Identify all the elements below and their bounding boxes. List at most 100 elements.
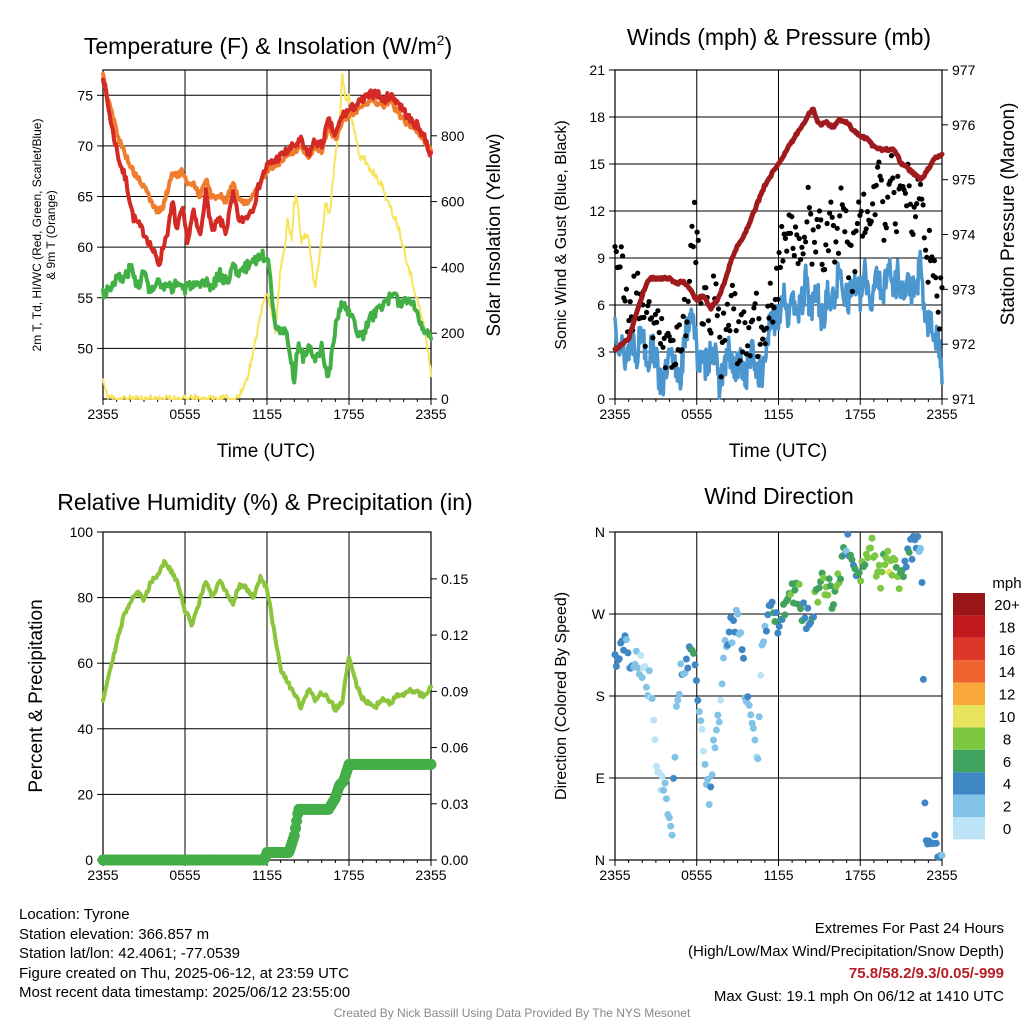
gust-point <box>670 337 676 343</box>
gust-point <box>828 199 834 205</box>
wind-direction-ytick-label-left: N <box>595 852 605 868</box>
wind-direction-point <box>795 580 803 588</box>
wind-direction-point <box>781 611 789 619</box>
gust-point <box>800 251 806 257</box>
winds-xtick-label: 0555 <box>681 406 712 422</box>
gust-point <box>843 208 849 214</box>
pressure-y-axis-label-right: Station Pressure (Maroon) <box>998 103 1019 326</box>
humidity-ytick-label-left: 0 <box>85 852 93 868</box>
winds-xtick-label: 1755 <box>845 406 876 422</box>
gust-point <box>620 253 626 259</box>
gust-point <box>714 313 720 319</box>
gust-point <box>718 374 724 380</box>
gust-point <box>708 330 714 336</box>
gust-point <box>775 296 781 302</box>
extremes-info: Extremes For Past 24 Hours (High/Low/Max… <box>688 918 1004 1008</box>
extremes-values: 75.8/58.2/9.3/0.05/-999 <box>848 965 1004 982</box>
gust-point <box>846 275 852 281</box>
gust-point <box>825 248 832 254</box>
wind-direction-point <box>764 611 772 619</box>
gust-point <box>810 227 816 233</box>
station-location: Location: Tyrone <box>19 906 130 923</box>
wind-direction-point <box>691 661 699 669</box>
wind-direction-point <box>662 795 670 803</box>
wind-direction-point <box>757 671 765 679</box>
wind-direction-point <box>645 667 653 675</box>
wind-direction-point <box>744 693 752 701</box>
wind-speed-legend-label: 2 <box>1003 799 1011 816</box>
wind-direction-point <box>672 702 680 710</box>
wind-direction-point <box>750 724 757 732</box>
wind-direction-point <box>908 555 916 563</box>
gust-point <box>721 310 727 316</box>
gust-point <box>853 228 859 234</box>
wind-direction-point <box>834 570 842 578</box>
figure-created: Figure created on Thu, 2025-06-12, at 23… <box>19 964 349 982</box>
temperature-xtick-label: 2355 <box>87 406 118 422</box>
humidity-xtick-label: 1755 <box>333 867 364 883</box>
wind-speed-legend-swatch <box>953 593 985 616</box>
gust-point <box>722 337 728 343</box>
gust-point <box>760 336 766 342</box>
credit-line: Created By Nick Bassill Using Data Provi… <box>333 1006 691 1020</box>
gust-point <box>642 343 648 349</box>
wind-direction-point <box>868 534 876 542</box>
wind-direction-point <box>771 618 779 625</box>
wind-speed-legend-swatch <box>953 817 985 840</box>
gust-point <box>936 326 943 332</box>
wind-direction-point <box>675 690 683 698</box>
wind-direction-point <box>844 530 852 538</box>
wind-speed-legend-swatch <box>953 637 985 661</box>
humidity-y-axis-label-left: Percent & Precipitation <box>26 599 47 792</box>
wind-direction-xtick-label: 1155 <box>763 867 793 883</box>
temperature-panel-title: Temperature (F) & Insolation (W/m2) <box>84 32 452 59</box>
gust-point <box>827 210 833 216</box>
winds-ytick-label-left: 12 <box>589 203 605 219</box>
gust-point <box>878 177 885 183</box>
gust-point <box>885 194 891 200</box>
gust-point <box>872 212 878 218</box>
gust-point <box>784 248 790 254</box>
gust-point <box>837 213 843 219</box>
wind-direction-point <box>611 651 619 659</box>
gust-point <box>929 254 935 260</box>
temperature-xtick-label: 0555 <box>169 406 200 422</box>
gust-point <box>771 305 777 311</box>
gust-point <box>686 278 693 284</box>
gust-point <box>804 219 810 225</box>
gust-point <box>934 293 940 299</box>
wind-direction-point <box>917 545 925 552</box>
gust-point <box>883 225 890 231</box>
wind-direction-point <box>931 831 939 839</box>
gust-point <box>801 234 808 240</box>
gust-point <box>627 299 633 305</box>
wind-direction-point <box>715 718 723 726</box>
wind-speed-legend-label: 16 <box>999 642 1016 659</box>
wind-direction-point <box>622 636 630 644</box>
temperature-x-axis-label: Time (UTC) <box>217 441 316 462</box>
gust-point <box>819 261 825 267</box>
gust-point <box>655 308 661 314</box>
wind-direction-point <box>701 760 709 768</box>
gust-point <box>830 222 837 229</box>
gust-point <box>796 235 802 242</box>
wind-direction-point <box>648 695 656 702</box>
temperature-ytick-label-left: 50 <box>77 340 93 356</box>
gust-point <box>685 298 691 304</box>
winds-ytick-label-left: 9 <box>597 250 605 266</box>
wind-direction-xtick-label: 0555 <box>681 867 712 883</box>
gust-point <box>753 290 760 296</box>
gust-point <box>816 208 823 214</box>
gust-point <box>849 288 856 295</box>
gust-point <box>742 320 748 326</box>
wind-direction-point <box>848 556 856 564</box>
wind-direction-point <box>895 585 903 593</box>
wind-direction-point <box>642 683 650 691</box>
gust-point <box>822 266 828 273</box>
humidity-ytick-label-left: 80 <box>77 590 93 606</box>
wind-direction-point <box>728 639 736 647</box>
gust-point <box>926 227 933 233</box>
humidity-ytick-label-right: 0.15 <box>441 571 468 587</box>
wind-direction-point <box>905 548 913 556</box>
